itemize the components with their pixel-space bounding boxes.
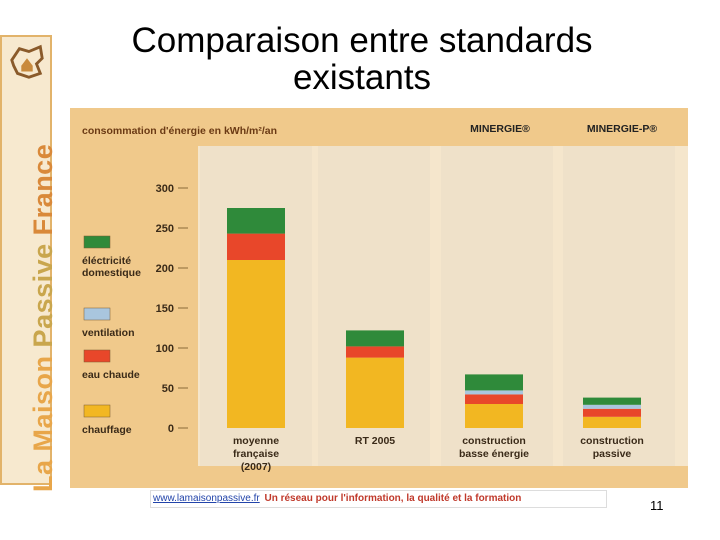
legend-swatch <box>83 404 111 418</box>
category-label: (2007) <box>241 461 271 473</box>
legend-label: eau chaude <box>82 369 140 381</box>
legend-label: éléctricité <box>82 255 131 267</box>
brand-band: La Maison Passive France <box>0 35 58 492</box>
category-label: française <box>233 448 279 460</box>
energy-chart-svg: consommation d'énergie en kWh/m²/an MINER… <box>82 123 688 473</box>
legend-label: chauffage <box>82 424 132 436</box>
y-tick-label: 0 <box>168 423 174 435</box>
legend-swatch <box>83 235 111 249</box>
category-label: moyenne <box>233 435 279 447</box>
legend-swatch <box>83 349 111 363</box>
bar-segment <box>583 408 641 417</box>
bar-segment <box>465 394 523 404</box>
bar-segment <box>346 357 404 428</box>
bar-segment <box>583 416 641 428</box>
legend-label: ventilation <box>82 327 135 339</box>
brand-wordmark: La Maison Passive France <box>28 144 58 492</box>
y-tick-label: 200 <box>156 263 174 275</box>
bar-segment <box>227 208 285 234</box>
bar-segment <box>465 374 523 391</box>
legend-label: domestique <box>82 267 141 279</box>
standard-label: MINERGIE® <box>470 123 530 135</box>
bar-segment <box>346 346 404 358</box>
slide-title-line1: Comparaison entre standards <box>131 21 593 60</box>
standard-label: MINERGIE-P® <box>587 123 657 135</box>
category-label: basse énergie <box>459 448 529 460</box>
slide-title-line2: existants <box>292 58 432 97</box>
footer-link[interactable]: www.lamaisonpassive.fr <box>153 493 260 504</box>
footer-strip: www.lamaisonpassive.fr Un réseau pour l'… <box>150 490 607 508</box>
house-map-icon <box>10 44 44 79</box>
brand-word-maison: Maison <box>28 355 58 452</box>
category-label: construction <box>462 435 526 447</box>
category-label: passive <box>593 448 632 460</box>
bar-segment <box>465 390 523 395</box>
brand-word-france: France <box>28 143 58 236</box>
bar-segment <box>227 260 285 428</box>
chart-title: consommation d'énergie en kWh/m²/an <box>82 125 277 137</box>
y-tick-label: 100 <box>156 343 174 355</box>
brand-word-la: La <box>28 459 58 492</box>
bar-segment <box>227 233 285 260</box>
category-label: RT 2005 <box>355 435 395 447</box>
legend-swatch <box>83 307 111 321</box>
slide-title: Comparaison entre standards existants <box>62 22 662 96</box>
category-label: construction <box>580 435 644 447</box>
y-tick-label: 250 <box>156 223 174 235</box>
energy-chart: consommation d'énergie en kWh/m²/an MINER… <box>70 108 688 488</box>
y-tick-label: 50 <box>162 383 174 395</box>
page-number: 11 <box>650 498 664 513</box>
bar-segment <box>465 404 523 428</box>
y-tick-label: 300 <box>156 183 174 195</box>
footer-tagline: Un réseau pour l'information, la qualité… <box>264 493 522 504</box>
y-tick-label: 150 <box>156 303 174 315</box>
bar-segment <box>346 330 404 347</box>
bar-segment <box>583 404 641 409</box>
bar-segment <box>583 397 641 405</box>
brand-word-passive: Passive <box>28 243 58 348</box>
